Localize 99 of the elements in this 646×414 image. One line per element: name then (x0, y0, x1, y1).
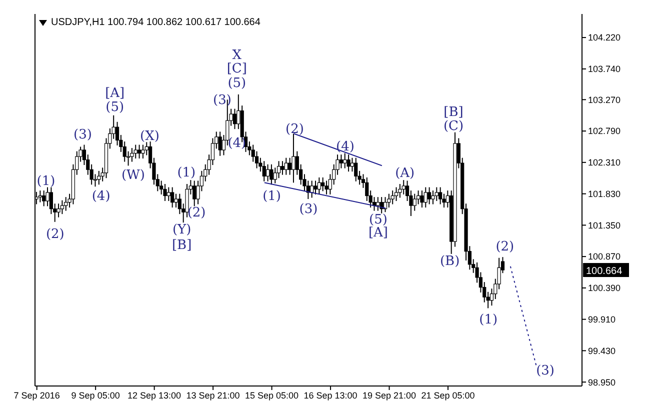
candlestick (137, 144, 142, 159)
annotation: [A] (368, 226, 388, 241)
y-tick-label: 104.220 (588, 32, 621, 43)
candlestick (394, 186, 398, 202)
candlestick (174, 193, 178, 208)
annotation: [B] (172, 238, 192, 254)
annotation: X (232, 48, 242, 63)
candlestick (166, 186, 170, 202)
candlestick (60, 200, 64, 215)
annotation: (W) (121, 168, 145, 184)
y-tick-label: 99.430 (588, 346, 616, 356)
y-tick-label: 100.870 (588, 252, 621, 262)
x-tick-label: 13 Sep 21:00 (186, 390, 240, 400)
candlestick (64, 196, 68, 212)
annotation: (1) (262, 189, 281, 204)
annotation: (4) (336, 139, 354, 154)
annotation: (2) (496, 239, 514, 254)
y-tick-label: 101.350 (588, 220, 621, 230)
candlestick (321, 176, 325, 192)
annotation: (2) (46, 227, 64, 242)
annotation: (Y) (172, 222, 192, 238)
candlestick (354, 157, 358, 182)
candlestick (46, 186, 50, 207)
annotation: (3) (74, 128, 92, 143)
y-tick-label: 102.310 (588, 158, 621, 168)
annotation: (3) (213, 92, 232, 108)
x-tick-label: 16 Sep 13:00 (304, 390, 358, 400)
candlestick (42, 190, 46, 207)
candlestick (350, 157, 354, 172)
candlestick (38, 190, 42, 203)
y-tick-label: 99.910 (588, 314, 616, 325)
candlestick (292, 133, 296, 184)
annotation: (1) (479, 312, 498, 328)
y-tick-label: 98.950 (588, 377, 616, 388)
chart-title: USDJPY,H1 100.794 100.862 100.617 100.664 (51, 17, 260, 28)
annotation: (B) (440, 254, 460, 269)
annotation: (1) (36, 174, 56, 190)
y-tick-label: 103.740 (588, 64, 621, 74)
candlestick (420, 190, 424, 208)
candlestick (163, 183, 167, 202)
candlestick (192, 180, 196, 207)
candlestick (56, 203, 60, 218)
y-tick-label: 103.270 (588, 94, 621, 105)
text: 100.664 (586, 266, 623, 278)
candlestick (266, 164, 270, 182)
annotation: [B] (444, 104, 464, 120)
x-tick-label: 12 Sep 13:00 (128, 390, 182, 400)
x-tick-label: 7 Sep 2016 (14, 390, 60, 400)
candlestick (284, 157, 288, 176)
candlestick (324, 180, 328, 195)
candlestick (431, 190, 435, 205)
candlestick (170, 186, 174, 208)
candlestick (339, 154, 344, 169)
candlestick (288, 157, 292, 176)
candlestick (218, 131, 222, 156)
candlestick (130, 148, 134, 162)
annotation: (1) (177, 166, 196, 181)
candlestick (280, 160, 284, 176)
annotation: (2) (187, 205, 206, 220)
candlestick (390, 190, 394, 205)
annotation: (A) (395, 166, 415, 182)
candlestick (314, 180, 318, 195)
x-tick-label: 9 Sep 05:00 (71, 390, 120, 400)
x-tick-label: 21 Sep 05:00 (421, 390, 475, 400)
y-tick-label: 101.830 (588, 188, 621, 199)
candlestick (428, 186, 432, 205)
annotation: (C) (443, 119, 464, 134)
y-tick-label: 100.390 (588, 283, 621, 294)
candlestick (134, 144, 138, 159)
x-tick-label: 19 Sep 21:00 (362, 390, 416, 400)
candlestick (317, 176, 321, 195)
candlestick (262, 160, 266, 182)
candlestick (402, 180, 406, 195)
candlestick (270, 164, 274, 186)
annotation: (5) (369, 212, 388, 228)
candlestick (310, 180, 314, 198)
candlestick (434, 186, 438, 202)
candlestick (438, 186, 442, 205)
candlestick (387, 193, 391, 208)
annotation: (3) (536, 364, 554, 379)
candlestick (398, 183, 402, 198)
candlestick (424, 186, 428, 208)
annotation: (X) (140, 128, 160, 144)
annotation: [C] (226, 62, 247, 77)
y-tick-label: 102.790 (588, 126, 621, 136)
annotation: (3) (299, 202, 318, 218)
candlestick (97, 170, 101, 186)
annotation: (5) (106, 100, 124, 116)
candlestick (232, 108, 237, 130)
candlestick (412, 193, 416, 212)
x-tick-label: 15 Sep 05:00 (245, 390, 299, 400)
candlestick (141, 144, 145, 159)
candlestick (376, 196, 380, 212)
candlestick (343, 152, 347, 169)
annotation: (2) (286, 122, 304, 137)
annotation: (5) (228, 76, 246, 91)
annotation: [A] (105, 86, 125, 101)
candlestick (346, 154, 350, 172)
annotation: (4) (92, 189, 110, 204)
